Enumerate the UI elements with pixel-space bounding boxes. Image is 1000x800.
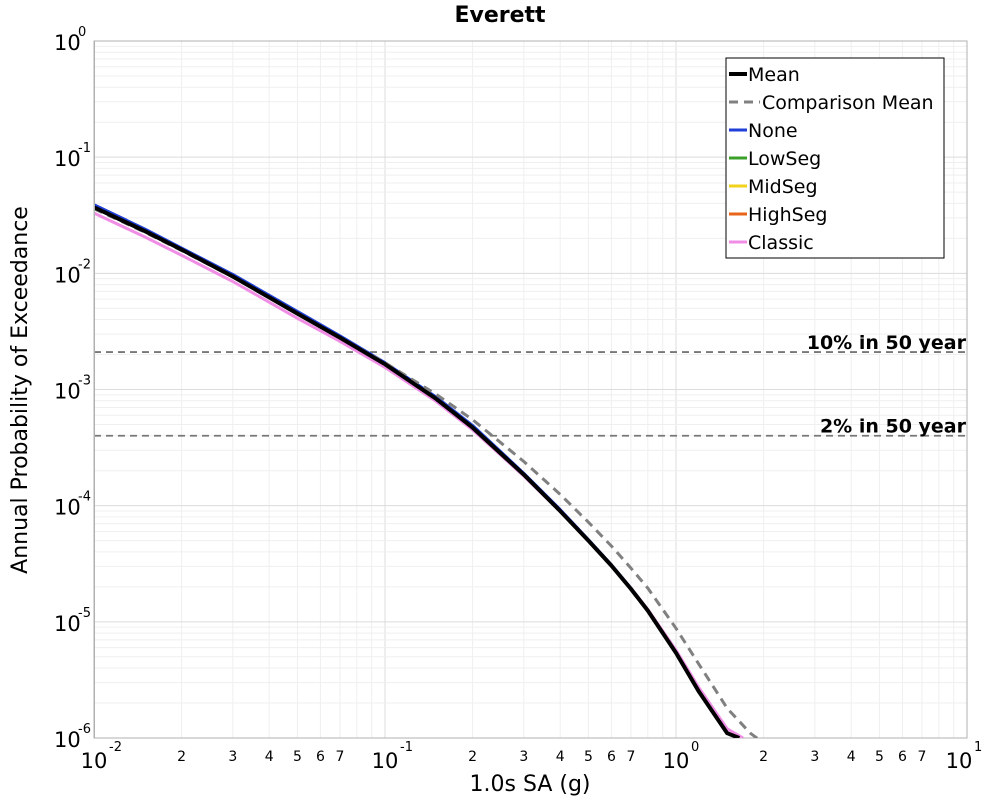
x-tick-exponent: 0 [691, 740, 699, 755]
legend-label: MidSeg [748, 176, 818, 198]
x-minor-tick-label: 4 [847, 749, 856, 765]
x-minor-tick-label: 2 [177, 749, 186, 765]
series-lines [94, 203, 760, 738]
y-tick-exponent: 0 [78, 25, 86, 40]
grid-lines [93, 41, 967, 739]
x-minor-tick-label: 2 [468, 749, 477, 765]
y-tick-exponent: -3 [78, 374, 91, 389]
x-tick-exponent: -1 [400, 740, 413, 755]
y-tick-label: 10 [54, 31, 81, 55]
x-minor-tick-label: 7 [335, 749, 344, 765]
legend-label: None [748, 120, 798, 142]
plot-left-axis [94, 41, 95, 738]
x-minor-tick-label: 6 [898, 749, 907, 765]
reference-line-label: 10% in 50 year [807, 332, 967, 354]
x-tick-exponent: -2 [109, 740, 122, 755]
x-minor-tick-label: 6 [316, 749, 325, 765]
legend-label: Classic [748, 232, 814, 254]
x-minor-tick-label: 5 [875, 749, 884, 765]
y-tick-exponent: -2 [78, 257, 91, 272]
x-minor-tick-label: 7 [626, 749, 635, 765]
chart-title: Everett [454, 3, 546, 28]
chart-legend: Mean Comparison Mean None LowSeg MidSeg HighS… [725, 57, 945, 259]
x-minor-tick-label: 7 [917, 749, 926, 765]
y-tick-exponent: -1 [78, 141, 91, 156]
x-tick-label: 10 [663, 749, 690, 773]
legend-label: HighSeg [748, 204, 827, 226]
reference-line-label: 2% in 50 year [820, 416, 967, 438]
y-tick-label: 10 [54, 147, 81, 171]
x-axis-label: 1.0s SA (g) [470, 772, 591, 797]
y-tick-exponent: -4 [78, 490, 91, 505]
x-tick-label: 10 [372, 749, 399, 773]
y-tick-exponent: -6 [78, 722, 91, 737]
x-minor-tick-label: 5 [584, 749, 593, 765]
x-minor-tick-label: 3 [519, 749, 528, 765]
legend-box [725, 57, 945, 259]
x-minor-tick-label: 5 [293, 749, 302, 765]
x-tick-exponent: 1 [974, 740, 982, 755]
y-tick-label: 10 [54, 728, 81, 752]
x-minor-tick-label: 4 [556, 749, 565, 765]
y-tick-label: 10 [54, 496, 81, 520]
x-minor-tick-label: 2 [759, 749, 768, 765]
x-tick-label: 10 [946, 749, 973, 773]
reference-lines: 10% in 50 year 2% in 50 year [94, 332, 967, 438]
x-minor-tick-label: 3 [228, 749, 237, 765]
x-minor-tick-label: 6 [607, 749, 616, 765]
y-tick-label: 10 [54, 380, 81, 404]
y-axis-label: Annual Probability of Exceedance [8, 206, 33, 574]
legend-label: Comparison Mean [762, 92, 934, 114]
y-tick-exponent: -5 [78, 606, 91, 621]
x-minor-tick-label: 3 [810, 749, 819, 765]
y-tick-label: 10 [54, 263, 81, 287]
series-line-mean [94, 205, 741, 738]
legend-label: LowSeg [748, 148, 821, 170]
y-tick-label: 10 [54, 612, 81, 636]
x-minor-tick-label: 4 [265, 749, 274, 765]
legend-label: Mean [748, 64, 800, 86]
x-tick-label: 10 [81, 749, 108, 773]
